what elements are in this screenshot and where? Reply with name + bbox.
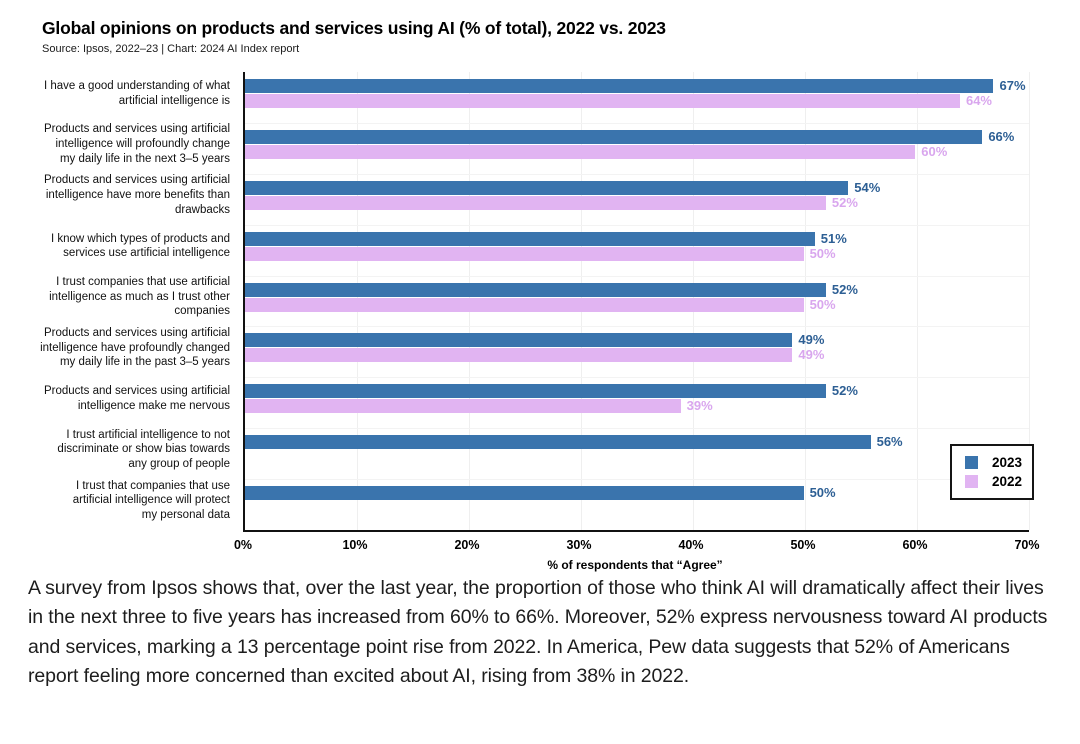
bar-2022 xyxy=(245,144,916,159)
bar-2023 xyxy=(245,79,994,93)
gridline-horizontal xyxy=(245,479,1029,481)
chart-row: I trust that companies that use artifici… xyxy=(0,479,1080,530)
chart-header: Global opinions on products and services… xyxy=(42,18,1042,55)
category-label: I know which types of products and servi… xyxy=(51,232,230,260)
bar-pair: 54% 52% xyxy=(245,179,1027,210)
bar-pair: 52% 50% xyxy=(245,281,1027,312)
bar-2023 xyxy=(245,231,815,246)
chart-row: I have a good understanding of what arti… xyxy=(0,72,1080,123)
bar-2023 xyxy=(245,486,804,500)
bar-2022 xyxy=(245,348,793,363)
bar-pair: 56% xyxy=(245,435,1027,464)
category-label: Products and services using artificial i… xyxy=(44,174,230,216)
gridline-horizontal xyxy=(245,326,1029,328)
x-tick: 60% xyxy=(902,538,928,552)
x-tick: 40% xyxy=(678,538,704,552)
chart-row: I trust companies that use artificial in… xyxy=(0,276,1080,327)
gridline-horizontal xyxy=(245,428,1029,430)
x-tick: 70% xyxy=(1014,538,1040,552)
bar-pair: 50% xyxy=(245,486,1027,515)
legend-label-2023: 2023 xyxy=(991,455,1022,470)
chart-rows: I have a good understanding of what arti… xyxy=(0,72,1080,530)
bar-pair: 51% 50% xyxy=(245,230,1027,261)
chart-source: Source: Ipsos, 2022–23 | Chart: 2024 AI … xyxy=(42,43,300,55)
gridline-vertical xyxy=(1029,72,1030,530)
bar-2023 xyxy=(245,435,871,450)
gridline-vertical xyxy=(805,72,806,530)
value-label-2023: 52% xyxy=(831,281,858,297)
legend-swatch-2022 xyxy=(965,475,978,488)
chart-row: Products and services using artificial i… xyxy=(0,326,1080,377)
value-label-2022: 52% xyxy=(831,194,858,210)
bar-2023 xyxy=(245,180,849,195)
bar-2022 xyxy=(245,399,681,414)
category-label: I trust companies that use artificial in… xyxy=(49,276,230,318)
gridline-horizontal xyxy=(245,122,1029,124)
bar-pair: 67% 64% xyxy=(245,79,1027,108)
chart-title: Global opinions on products and services… xyxy=(42,18,666,38)
chart-row: I know which types of products and servi… xyxy=(0,225,1080,276)
value-label-2023: 51% xyxy=(820,230,847,246)
bar-2023 xyxy=(245,282,826,297)
chart-row: I trust artificial intelligence to not d… xyxy=(0,428,1080,479)
chart-row: Products and services using artificial i… xyxy=(0,123,1080,174)
x-tick: 20% xyxy=(454,538,480,552)
x-tick: 30% xyxy=(566,538,592,552)
bar-2023 xyxy=(245,384,826,399)
bar-2022 xyxy=(245,94,960,108)
category-label: I trust artificial intelligence to not d… xyxy=(57,428,230,470)
value-label-2023: 49% xyxy=(798,332,825,348)
legend: 2023 2022 xyxy=(950,444,1034,500)
gridline-horizontal xyxy=(245,275,1029,277)
category-label: I have a good understanding of what arti… xyxy=(43,79,230,107)
value-label-2023: 52% xyxy=(831,383,858,399)
value-label-2023: 66% xyxy=(988,128,1015,144)
value-label-2022: 64% xyxy=(965,93,992,108)
bar-2023 xyxy=(245,129,983,144)
gridline-vertical xyxy=(917,72,918,530)
category-label: Products and services using artificial i… xyxy=(40,326,230,369)
value-label-2023: 67% xyxy=(999,78,1026,93)
x-tick: 50% xyxy=(790,538,816,552)
legend-item-2022: 2022 xyxy=(965,472,1022,491)
value-label-2022: 50% xyxy=(809,245,836,261)
bar-2023 xyxy=(245,333,793,348)
category-label: I trust that companies that use artifici… xyxy=(72,479,230,521)
bar-2022 xyxy=(245,297,804,312)
x-axis-label: % of respondents that “Agree” xyxy=(547,558,723,572)
gridline-horizontal xyxy=(245,173,1029,175)
gridline-horizontal xyxy=(245,224,1029,226)
chart-row: Products and services using artificial i… xyxy=(0,377,1080,428)
value-label-2023: 56% xyxy=(876,434,903,450)
value-label-2022: 50% xyxy=(809,296,836,312)
value-label-2022: 39% xyxy=(686,398,713,414)
legend-swatch-2023 xyxy=(965,456,978,469)
x-tick: 0% xyxy=(233,538,253,552)
gridline-horizontal xyxy=(245,377,1029,379)
bar-2022 xyxy=(245,246,804,261)
bar-2022 xyxy=(245,195,826,210)
bar-pair: 52% 39% xyxy=(245,383,1027,414)
bar-chart: I have a good understanding of what arti… xyxy=(0,72,1080,584)
legend-item-2023: 2023 xyxy=(965,453,1022,472)
legend-label-2022: 2022 xyxy=(991,474,1022,489)
chart-row: Products and services using artificial i… xyxy=(0,174,1080,225)
bar-pair: 49% 49% xyxy=(245,332,1027,363)
caption-text: A survey from Ipsos shows that, over the… xyxy=(28,577,1048,687)
value-label-2022: 60% xyxy=(921,143,948,159)
value-label-2023: 50% xyxy=(809,485,836,500)
value-label-2023: 54% xyxy=(854,179,881,195)
bar-pair: 66% 60% xyxy=(245,128,1027,159)
category-label: Products and services using artificial i… xyxy=(44,123,230,165)
value-label-2022: 49% xyxy=(798,347,825,363)
category-label: Products and services using artificial i… xyxy=(44,385,230,412)
x-tick: 10% xyxy=(342,538,368,552)
